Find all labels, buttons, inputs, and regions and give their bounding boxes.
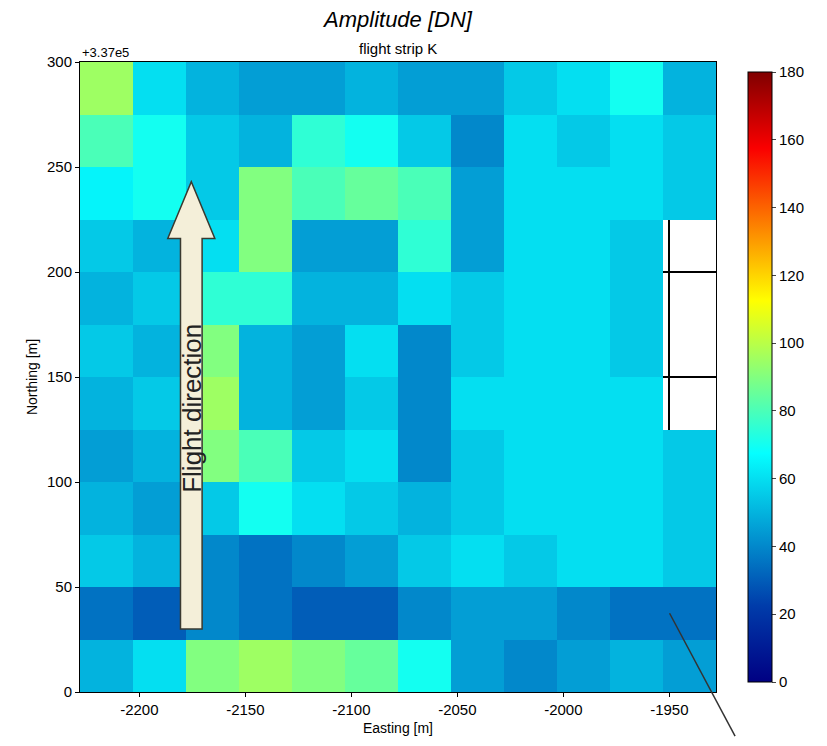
svg-text:150: 150 <box>47 368 72 385</box>
svg-text:Northing [m]: Northing [m] <box>24 339 40 415</box>
svg-text:-2200: -2200 <box>120 701 158 718</box>
svg-text:140: 140 <box>779 199 804 216</box>
svg-text:-2150: -2150 <box>226 701 264 718</box>
svg-text:250: 250 <box>47 158 72 175</box>
svg-text:Flight direction: Flight direction <box>177 324 207 493</box>
svg-text:60: 60 <box>779 470 796 487</box>
svg-text:+3.37e5: +3.37e5 <box>82 45 129 60</box>
svg-text:80: 80 <box>779 402 796 419</box>
svg-text:0: 0 <box>64 683 72 700</box>
svg-text:-2000: -2000 <box>544 701 582 718</box>
svg-text:180: 180 <box>779 63 804 80</box>
svg-text:50: 50 <box>55 578 72 595</box>
svg-text:0: 0 <box>779 673 787 690</box>
svg-text:-2050: -2050 <box>438 701 476 718</box>
svg-text:120: 120 <box>779 267 804 284</box>
svg-text:-2100: -2100 <box>332 701 370 718</box>
svg-text:-1950: -1950 <box>650 701 688 718</box>
svg-text:Amplitude [DN]: Amplitude [DN] <box>322 7 473 32</box>
svg-text:Easting [m]: Easting [m] <box>363 720 433 736</box>
svg-text:flight strip K: flight strip K <box>359 40 437 57</box>
svg-text:200: 200 <box>47 263 72 280</box>
svg-text:160: 160 <box>779 131 804 148</box>
svg-text:100: 100 <box>47 473 72 490</box>
svg-text:100: 100 <box>779 334 804 351</box>
svg-text:40: 40 <box>779 538 796 555</box>
svg-text:300: 300 <box>47 53 72 70</box>
svg-text:20: 20 <box>779 605 796 622</box>
